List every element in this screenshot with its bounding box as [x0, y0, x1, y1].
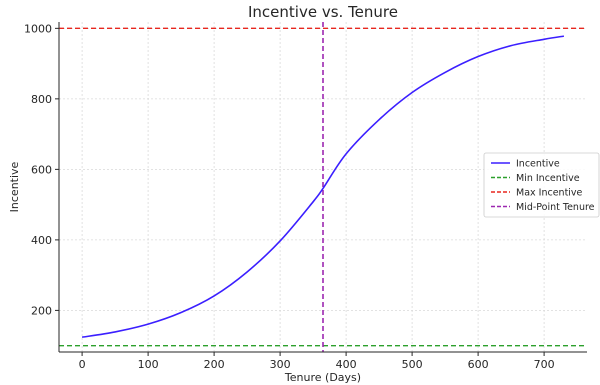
y-axis-label: Incentive — [8, 161, 21, 212]
incentive-line — [81, 35, 565, 338]
legend-label-incentive: Incentive — [516, 159, 560, 170]
x-axis-label: Tenure (Days) — [284, 371, 361, 384]
x-axis-ticks: 0 100 200 300 400 500 600 700 — [79, 352, 555, 371]
x-tick-label: 700 — [534, 358, 555, 371]
legend-label-mid-point-tenure: Mid-Point Tenure — [516, 202, 595, 213]
x-tick-label: 300 — [270, 358, 291, 371]
x-tick-label: 200 — [204, 358, 225, 371]
y-tick-label: 1000 — [24, 22, 52, 35]
x-tick-label: 500 — [402, 358, 423, 371]
y-tick-label: 600 — [31, 163, 52, 176]
chart-title: Incentive vs. Tenure — [248, 3, 398, 21]
reference-lines — [59, 22, 587, 352]
y-tick-label: 800 — [31, 93, 52, 106]
axes-frame — [58, 22, 587, 353]
series-lines — [81, 35, 565, 338]
y-tick-label: 400 — [31, 234, 52, 247]
legend-box — [483, 152, 600, 218]
legend-label-max-incentive: Max Incentive — [516, 188, 583, 199]
legend: Incentive Min Incentive Max Incentive Mid-P… — [483, 152, 600, 218]
x-tick-label: 0 — [79, 358, 86, 371]
legend-label-min-incentive: Min Incentive — [516, 173, 580, 184]
x-tick-label: 100 — [138, 358, 159, 371]
x-tick-label: 400 — [336, 358, 357, 371]
x-tick-label: 600 — [468, 358, 489, 371]
y-axis-ticks: 200 400 600 800 1000 — [24, 22, 59, 317]
y-tick-label: 200 — [31, 304, 52, 317]
